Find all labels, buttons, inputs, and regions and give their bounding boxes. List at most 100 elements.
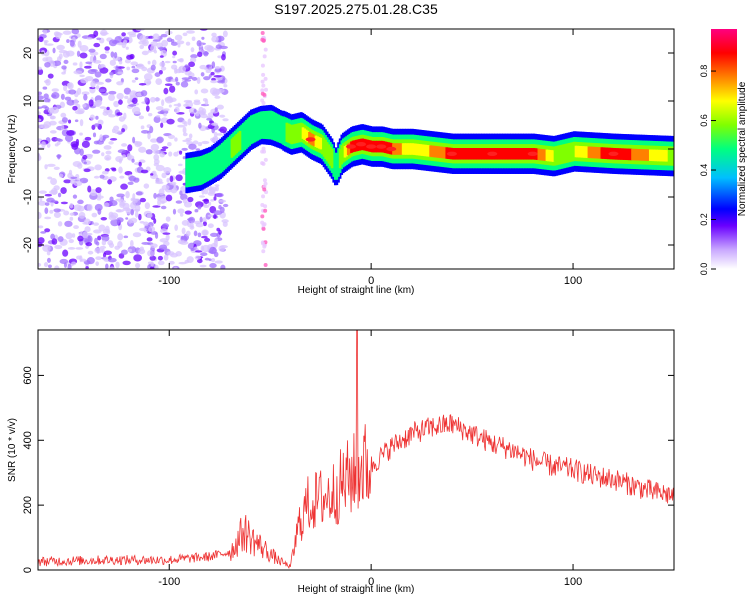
noise-speckle (64, 220, 73, 228)
noise-column-speckle (261, 146, 266, 151)
noise-column-speckle (263, 181, 268, 186)
noise-speckle (200, 113, 208, 119)
ridge-segment (438, 146, 442, 159)
noise-speckle (136, 63, 144, 68)
noise-speckle (143, 221, 149, 227)
noise-speckle (54, 143, 59, 147)
noise-speckle (222, 118, 229, 122)
ridge-segment (211, 150, 214, 179)
noise-column-speckle (262, 149, 267, 154)
noise-speckle (139, 44, 145, 50)
y-tick-label: 0 (22, 146, 34, 152)
ridge-segment (626, 148, 629, 161)
noise-speckle (160, 228, 168, 234)
ridge-segment (233, 135, 237, 155)
noise-speckle (201, 140, 210, 145)
x-tick-label: -100 (158, 576, 180, 588)
noise-speckle (155, 106, 164, 111)
ridge-segment (577, 145, 581, 158)
ridge-segment (456, 148, 460, 160)
noise-speckle (160, 66, 167, 71)
noise-speckle (109, 137, 118, 141)
noise-speckle (100, 217, 108, 221)
noise-speckle (148, 112, 153, 117)
noise-speckle (86, 232, 93, 236)
noise-speckle (161, 172, 167, 179)
ridge-segment (445, 147, 449, 159)
ridge-segment (342, 143, 345, 163)
noise-speckle (44, 207, 49, 215)
noise-speckle (154, 264, 159, 269)
noise-speckle (178, 150, 183, 155)
noise-speckle (197, 232, 202, 238)
ridge-segment (576, 145, 579, 158)
y-tick-label: -10 (22, 189, 34, 205)
noise-speckle (135, 191, 143, 196)
noise-speckle (116, 209, 122, 213)
noise-speckle (46, 257, 51, 263)
noise-speckle (39, 196, 43, 202)
noise-speckle (169, 85, 176, 93)
ridge-peak (487, 151, 498, 156)
noise-speckle (210, 79, 218, 84)
noise-speckle (48, 120, 57, 126)
noise-speckle (85, 242, 93, 247)
noise-speckle (177, 124, 186, 128)
colorbar-tick-label: 0.4 (699, 164, 709, 177)
ridge-segment (240, 124, 243, 154)
noise-speckle (45, 43, 54, 46)
noise-speckle (202, 230, 208, 236)
ridge-segment (287, 123, 290, 143)
noise-speckle (140, 90, 148, 97)
ridge-segment (187, 158, 190, 188)
noise-speckle (207, 223, 214, 229)
ridge-segment (640, 149, 644, 161)
noise-speckle (173, 266, 178, 269)
ridge-segment (484, 148, 487, 160)
noise-speckle (180, 81, 189, 88)
noise-speckle (116, 81, 124, 86)
noise-speckle (92, 222, 100, 226)
noise-speckle (193, 220, 201, 225)
noise-speckle (117, 233, 124, 241)
noise-speckle (69, 40, 75, 47)
noise-speckle (125, 190, 130, 199)
ridge-segment (246, 118, 250, 148)
noise-speckle (49, 209, 54, 214)
noise-speckle (131, 65, 136, 69)
noise-speckle (121, 143, 128, 147)
ridge-segment (627, 148, 631, 161)
ridge-segment (595, 146, 599, 159)
ridge-segment (422, 144, 426, 157)
noise-speckle (191, 36, 196, 41)
noise-speckle (60, 112, 67, 118)
noise-speckle (66, 82, 72, 88)
noise-speckle (216, 133, 223, 136)
ridge-segment (319, 137, 323, 150)
noise-speckle (163, 254, 169, 261)
ridge-peak (446, 151, 457, 156)
ridge-segment (321, 135, 324, 155)
noise-speckle (132, 193, 136, 201)
ridge-segment (665, 150, 668, 162)
noise-speckle (76, 255, 82, 260)
noise-speckle (104, 168, 110, 172)
noise-speckle (63, 59, 69, 65)
noise-speckle (120, 183, 128, 190)
noise-speckle (161, 223, 170, 229)
noise-speckle (108, 90, 117, 95)
noise-speckle (164, 83, 173, 87)
noise-column-speckle (260, 214, 265, 219)
noise-column-speckle (261, 161, 266, 166)
ridge-segment (639, 149, 642, 161)
noise-speckle (104, 225, 110, 234)
noise-speckle (180, 193, 188, 201)
ridge-segment (290, 125, 293, 145)
ridge-segment (569, 146, 573, 158)
noise-speckle (132, 136, 136, 144)
ridge-segment (632, 148, 636, 161)
noise-speckle (185, 106, 192, 110)
noise-speckle (222, 203, 229, 208)
noise-speckle (104, 51, 110, 54)
noise-speckle (105, 263, 109, 269)
